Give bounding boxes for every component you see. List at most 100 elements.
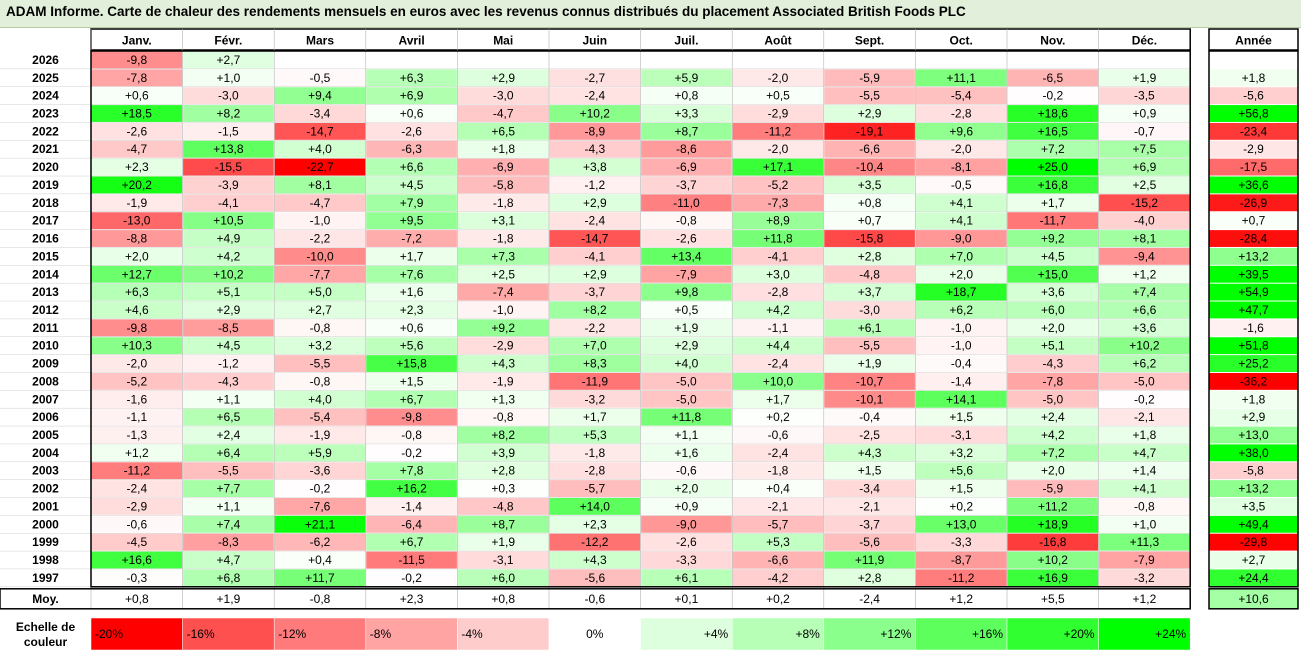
heatmap-cell [183,515,274,533]
heatmap-cell [549,247,641,265]
heatmap-cell [1099,498,1190,515]
cell-value: +11,7 [305,571,335,585]
heatmap-cell [641,533,732,551]
cell-value: -3,7 [859,517,880,531]
heatmap-cell [1007,337,1099,355]
cell-value: -0,8 [676,214,697,228]
annual-cell [1209,247,1298,265]
cell-value: -2,6 [676,535,697,549]
heatmap-cell [915,319,1007,337]
cell-value: +1,7 [583,410,607,424]
heatmap-cell [549,122,641,140]
annual-value: -17,5 [1240,160,1268,174]
heatmap-cell [457,337,549,355]
heatmap-cell [1007,194,1099,212]
cell-value: -1,4 [401,499,422,513]
cell-value: -6,5 [1042,71,1063,85]
heatmap-cell [1099,408,1190,426]
cell-value: -7,7 [310,267,331,281]
heatmap-cell [915,176,1007,194]
cell-value: -2,2 [310,232,331,246]
cell-value: -4,1 [218,196,239,210]
year-label: 2015 [32,249,59,263]
average-value: -0,6 [584,592,605,606]
heatmap-cell [915,390,1007,408]
cell-value: -2,9 [493,339,514,353]
cell-value: -9,8 [401,410,422,424]
column-header: Déc. [1132,34,1157,48]
cell-value: -8,7 [951,553,972,567]
cell-value: +1,7 [400,249,424,263]
heatmap-cell [183,283,274,301]
heatmap-cell [1099,230,1190,247]
heatmap-cell [1099,87,1190,105]
heatmap-cell [1007,69,1099,87]
heatmap-cell [915,265,1007,283]
cell-value: -8,8 [126,232,147,246]
scale-swatch [640,617,733,651]
heatmap-cell [457,408,549,426]
cell-value: -8,5 [218,321,239,335]
heatmap-cell [183,122,274,140]
heatmap-cell [183,498,274,515]
cell-value: +10,2 [580,107,611,121]
heatmap-cell [457,462,549,480]
cell-value: -2,0 [126,357,147,371]
annual-value: -23,4 [1240,124,1268,138]
cell-value: +1,0 [1133,517,1157,531]
cell-value: +6,9 [400,89,424,103]
scale-stop-label: +20% [1064,627,1095,641]
heatmap-cell [824,551,915,569]
cell-value: -3,0 [493,89,514,103]
page-title: ADAM Informe. Carte de chaleur des rende… [6,4,966,19]
cell-value: +0,8 [858,196,882,210]
heatmap-cell [1099,480,1190,497]
cell-value: -2,6 [401,124,422,138]
cell-value: +1,1 [217,499,241,513]
heatmap-cell [732,319,824,337]
year-label: 2025 [32,71,59,85]
year-label: 2006 [32,410,59,424]
cell-value: -9,4 [1134,249,1155,263]
heatmap-cell [915,247,1007,265]
annual-cell [1209,444,1298,462]
year-label: 2016 [32,232,59,246]
heatmap-cell [274,158,366,176]
cell-value: +1,2 [1133,267,1157,281]
cell-value: -5,9 [859,71,880,85]
cell-value: -4,3 [584,142,605,156]
heatmap-cell [183,69,274,87]
annual-cell [1209,390,1298,408]
cell-value: +0,2 [949,499,973,513]
cell-value: +6,2 [1133,357,1157,371]
cell-value: +5,6 [949,464,973,478]
cell-value: -0,8 [401,428,422,442]
cell-value: +1,4 [1133,464,1157,478]
cell-value: -0,5 [310,71,331,85]
year-label: 2011 [32,321,58,335]
heatmap-cell [732,480,824,497]
heatmap-cell [91,158,183,176]
cell-value: +18,6 [1038,107,1069,121]
cell-value: -5,5 [218,464,239,478]
annual-cell [1209,230,1298,247]
heatmap-cell [824,533,915,551]
cell-value: +8,7 [675,124,699,138]
heatmap-cell [183,105,274,122]
cell-value: +6,6 [400,160,424,174]
cell-value: +18,9 [1038,517,1069,531]
cell-value: -0,5 [951,178,972,192]
year-label: 2005 [32,428,59,442]
cell-value: +21,1 [305,517,336,531]
heatmap-cell [1007,462,1099,480]
cell-value: +3,1 [491,214,515,228]
heatmap-cell [641,158,732,176]
heatmap-cell [1099,551,1190,569]
heatmap-cell [1007,51,1099,69]
heatmap-cell [732,158,824,176]
cell-value: -2,4 [768,357,789,371]
heatmap-cell [915,444,1007,462]
cell-value: -2,8 [951,107,972,121]
cell-value: +2,8 [858,249,882,263]
cell-value: +1,5 [949,482,973,496]
